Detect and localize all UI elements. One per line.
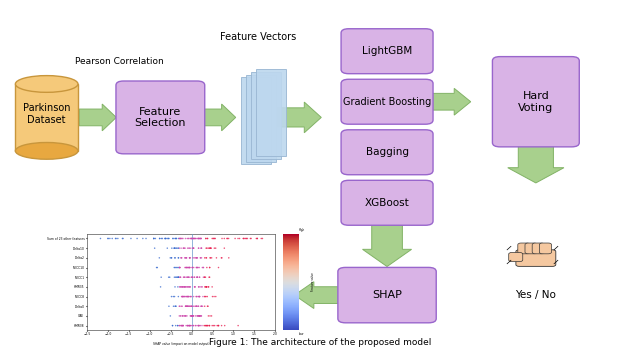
FancyBboxPatch shape [338, 267, 436, 323]
FancyBboxPatch shape [246, 74, 276, 162]
Polygon shape [362, 221, 412, 266]
Text: Figure 1: The architecture of the proposed model: Figure 1: The architecture of the propos… [209, 338, 431, 347]
FancyBboxPatch shape [518, 243, 530, 254]
Text: SHAP: SHAP [372, 290, 402, 300]
FancyBboxPatch shape [509, 252, 523, 261]
FancyBboxPatch shape [492, 57, 579, 147]
Polygon shape [15, 84, 78, 151]
Text: Parkinson
Dataset: Parkinson Dataset [23, 103, 70, 125]
Text: XGBoost: XGBoost [365, 198, 410, 208]
FancyBboxPatch shape [341, 29, 433, 74]
FancyBboxPatch shape [252, 72, 282, 159]
Polygon shape [508, 143, 564, 183]
Ellipse shape [15, 143, 78, 159]
FancyBboxPatch shape [532, 243, 544, 254]
FancyBboxPatch shape [516, 250, 556, 266]
FancyBboxPatch shape [116, 81, 205, 154]
Text: Hard
Voting: Hard Voting [518, 91, 554, 113]
Text: Bagging: Bagging [365, 147, 408, 157]
Polygon shape [294, 282, 346, 309]
Polygon shape [198, 104, 236, 131]
Polygon shape [79, 104, 116, 131]
Text: LightGBM: LightGBM [362, 46, 412, 56]
Text: Pearson Correlation: Pearson Correlation [75, 57, 164, 66]
FancyBboxPatch shape [525, 243, 537, 254]
Polygon shape [428, 88, 470, 115]
Text: Feature Vectors: Feature Vectors [220, 32, 296, 42]
FancyBboxPatch shape [257, 69, 287, 156]
FancyBboxPatch shape [341, 130, 433, 175]
FancyBboxPatch shape [341, 180, 433, 225]
Text: Gradient Boosting: Gradient Boosting [343, 97, 431, 107]
Polygon shape [276, 102, 321, 133]
Ellipse shape [15, 75, 78, 92]
FancyBboxPatch shape [241, 77, 271, 165]
FancyBboxPatch shape [540, 243, 552, 254]
Text: Yes / No: Yes / No [515, 290, 556, 300]
FancyBboxPatch shape [341, 79, 433, 124]
Text: Feature
Selection: Feature Selection [134, 107, 186, 128]
